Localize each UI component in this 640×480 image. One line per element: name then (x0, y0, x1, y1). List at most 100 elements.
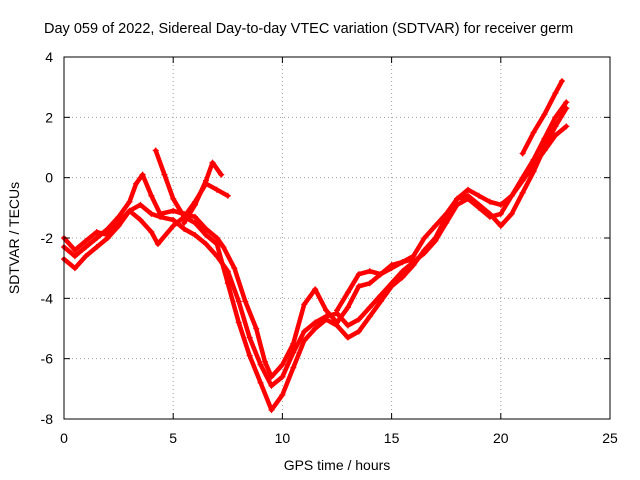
data-point (552, 132, 559, 139)
data-point (454, 201, 461, 208)
data-point (344, 322, 351, 329)
data-point (519, 174, 526, 181)
data-point (563, 99, 570, 106)
x-tick-label: 0 (60, 430, 68, 446)
data-point (432, 238, 439, 245)
data-point (323, 307, 330, 314)
data-point (432, 222, 439, 229)
data-point (366, 280, 373, 287)
data-point (530, 156, 537, 163)
data-point (443, 219, 450, 226)
data-point (137, 216, 144, 223)
data-point (93, 244, 100, 251)
x-tick-label: 10 (275, 430, 291, 446)
data-point (181, 219, 188, 226)
data-point (558, 78, 565, 85)
data-point (508, 192, 515, 199)
data-point (410, 256, 417, 263)
data-point (366, 268, 373, 275)
data-point (355, 316, 362, 323)
y-tick-label: -8 (41, 411, 54, 427)
data-point (475, 204, 482, 211)
series-line (61, 124, 569, 380)
data-point (246, 352, 253, 359)
series-line (61, 100, 569, 389)
data-point (323, 313, 330, 320)
data-point (71, 253, 78, 260)
y-axis-label: SDTVAR / TECUs (6, 182, 22, 294)
data-point (312, 325, 319, 332)
data-point (279, 361, 286, 368)
data-point (209, 159, 216, 166)
data-point (279, 373, 286, 380)
series-trace-6 (334, 256, 417, 314)
data-series (61, 78, 570, 413)
data-point (366, 313, 373, 320)
data-point (530, 168, 537, 175)
data-point (399, 274, 406, 281)
series-trace-1 (61, 123, 570, 380)
data-point (388, 262, 395, 269)
data-point (552, 123, 559, 130)
data-point (421, 235, 428, 241)
data-point (181, 225, 188, 232)
data-point (213, 241, 220, 248)
data-point (497, 210, 504, 217)
data-point (104, 225, 111, 232)
series-trace-4 (152, 147, 231, 220)
y-tick-label: -6 (41, 351, 54, 367)
data-point (399, 259, 406, 266)
data-point (366, 304, 373, 311)
data-point (388, 280, 395, 287)
data-point (486, 198, 493, 205)
y-tick-label: -4 (41, 290, 54, 306)
data-point (268, 373, 275, 380)
series-trace-5 (181, 159, 225, 226)
data-point (377, 271, 384, 278)
data-point (301, 328, 308, 335)
data-point (312, 286, 319, 293)
x-tick-label: 20 (493, 430, 509, 446)
data-point (170, 195, 177, 202)
data-point (152, 147, 159, 154)
data-point (213, 186, 220, 193)
data-point (344, 334, 351, 341)
data-point (202, 241, 209, 248)
data-point (279, 391, 286, 398)
data-point (170, 207, 177, 214)
data-point (157, 213, 164, 220)
series-line (181, 160, 224, 226)
data-point (115, 213, 122, 220)
data-point (202, 225, 209, 232)
data-point (497, 222, 504, 229)
data-point (454, 195, 461, 202)
data-point (486, 213, 493, 220)
data-point (377, 298, 384, 305)
data-point (192, 231, 199, 238)
data-point (213, 235, 220, 241)
data-point (170, 216, 177, 223)
data-point (148, 228, 155, 235)
data-point (355, 271, 362, 278)
data-point (508, 210, 515, 217)
series-trace-3 (61, 99, 570, 389)
data-point (475, 192, 482, 199)
x-tick-label: 15 (384, 430, 400, 446)
data-point (344, 304, 351, 311)
data-point (192, 201, 199, 208)
data-point (377, 292, 384, 299)
data-point (257, 361, 264, 368)
data-point (154, 241, 161, 248)
data-point (82, 253, 89, 260)
data-point (312, 319, 319, 326)
data-point (290, 349, 297, 356)
data-point (126, 198, 133, 205)
data-point (115, 219, 122, 226)
data-point (93, 235, 100, 241)
series-line (153, 148, 231, 220)
data-point (139, 171, 146, 178)
data-point (224, 268, 231, 275)
data-point (213, 253, 220, 260)
data-point (71, 247, 78, 254)
data-point (220, 244, 227, 251)
